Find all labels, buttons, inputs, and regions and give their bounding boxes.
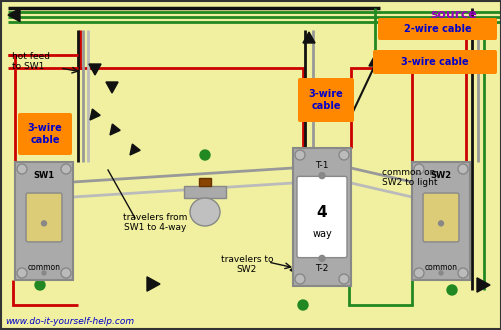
Circle shape <box>17 268 27 278</box>
Text: www.do-it-yourself-help.com: www.do-it-yourself-help.com <box>5 317 134 326</box>
Bar <box>411 162 469 280</box>
Text: common: common <box>28 262 61 272</box>
Text: source: source <box>429 9 476 21</box>
Circle shape <box>42 271 46 275</box>
Text: common on
SW2 to light: common on SW2 to light <box>381 168 437 187</box>
Text: T-1: T-1 <box>315 161 328 170</box>
Polygon shape <box>302 32 315 43</box>
Circle shape <box>61 164 71 174</box>
Circle shape <box>438 271 442 275</box>
Text: 4: 4 <box>316 205 327 220</box>
Circle shape <box>446 285 456 295</box>
Circle shape <box>318 255 324 261</box>
Text: way: way <box>312 229 331 239</box>
Text: 3-wire
cable: 3-wire cable <box>28 123 62 145</box>
Circle shape <box>298 300 308 310</box>
Text: SW1: SW1 <box>34 171 55 180</box>
Circle shape <box>457 268 467 278</box>
FancyBboxPatch shape <box>297 176 346 258</box>
Circle shape <box>318 173 324 179</box>
Polygon shape <box>106 82 118 93</box>
Text: T-2: T-2 <box>315 264 328 273</box>
Text: common: common <box>424 262 456 272</box>
Polygon shape <box>147 277 160 291</box>
Circle shape <box>295 150 305 160</box>
Text: travelers to
SW2: travelers to SW2 <box>220 255 273 275</box>
Text: travelers from
SW1 to 4-way: travelers from SW1 to 4-way <box>123 213 187 232</box>
Text: hot feed
to SW1: hot feed to SW1 <box>12 52 50 71</box>
Circle shape <box>35 280 45 290</box>
Circle shape <box>199 150 209 160</box>
Circle shape <box>338 274 348 284</box>
Polygon shape <box>290 263 303 277</box>
Bar <box>293 148 350 286</box>
Circle shape <box>413 268 423 278</box>
Circle shape <box>413 164 423 174</box>
Circle shape <box>438 221 442 226</box>
Circle shape <box>457 164 467 174</box>
Polygon shape <box>90 109 100 120</box>
Polygon shape <box>476 278 489 292</box>
FancyBboxPatch shape <box>18 113 72 155</box>
Ellipse shape <box>189 198 219 226</box>
Circle shape <box>295 274 305 284</box>
Circle shape <box>338 150 348 160</box>
FancyBboxPatch shape <box>377 18 496 40</box>
Polygon shape <box>8 8 20 21</box>
Polygon shape <box>110 124 120 135</box>
FancyBboxPatch shape <box>372 50 496 74</box>
Circle shape <box>17 164 27 174</box>
Text: 2-wire cable: 2-wire cable <box>403 24 470 34</box>
Polygon shape <box>130 144 140 155</box>
Bar <box>184 186 225 198</box>
Polygon shape <box>89 64 101 75</box>
FancyBboxPatch shape <box>298 78 353 122</box>
Bar <box>198 178 210 186</box>
Circle shape <box>61 268 71 278</box>
FancyBboxPatch shape <box>422 193 458 242</box>
Text: 3-wire cable: 3-wire cable <box>400 57 468 67</box>
Text: SW2: SW2 <box>429 171 451 180</box>
Text: 3-wire
cable: 3-wire cable <box>308 89 343 111</box>
FancyBboxPatch shape <box>26 193 62 242</box>
Bar <box>15 162 73 280</box>
Circle shape <box>42 221 47 226</box>
Polygon shape <box>368 55 380 66</box>
